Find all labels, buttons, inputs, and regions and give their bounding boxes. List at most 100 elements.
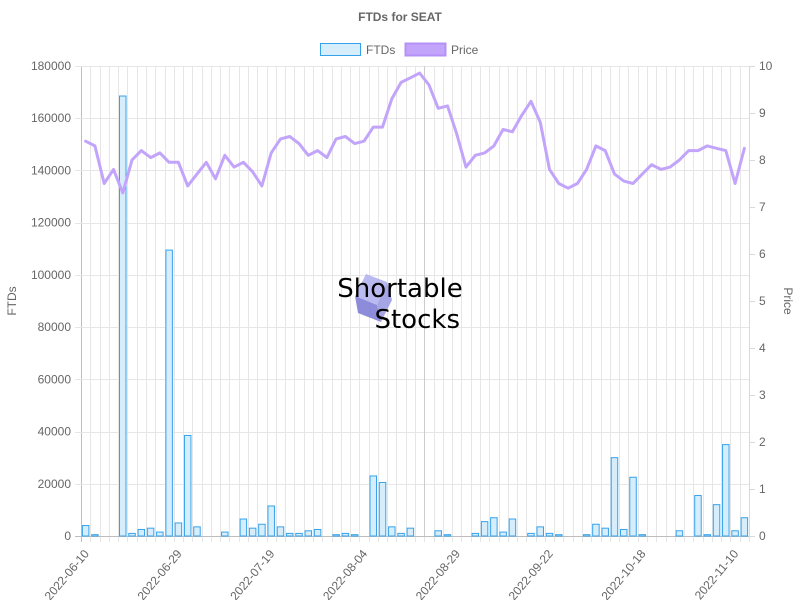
legend-item-price[interactable]: Price [404,42,479,57]
x-axis-ticks: 2022-06-10 2022-06-29 2022-07-19 2022-08-04… [42,547,742,600]
legend-swatch-price [404,42,447,57]
ftd-bar [137,528,146,537]
y-axis-right-tick-label: 5 [759,294,766,308]
ftd-bar [480,521,489,537]
ftd-bar [712,504,721,537]
ftd-bar [555,534,563,537]
ftd-bar [369,475,377,537]
legend: FTDs Price [320,42,479,57]
ftd-bar [332,534,340,537]
ftd-bar [731,530,739,537]
x-axis-tick-label: 2022-07-19 [227,547,277,600]
ftd-bar [313,528,322,537]
y-axis-right-title: Price [781,287,795,315]
y-axis-left-title: FTDs [5,286,19,315]
ftd-bar [499,531,507,537]
ftd-bar [703,534,711,537]
ftd-bar [276,526,285,537]
ftd-bar [406,527,415,537]
y-axis-left-ticks: 0 20000 40000 60000 80000 100000 120000 140000 1… [31,59,71,543]
ftd-bar [258,523,266,537]
ftd-bar [434,530,442,537]
ftd-bar [397,532,405,537]
legend-label-ftds: FTDs [366,43,395,57]
y-axis-right-tick-label: 1 [759,482,766,496]
price-line [84,71,746,195]
ftd-bar [239,518,248,537]
legend-swatch-ftds [320,43,361,56]
ftd-bar [675,530,684,537]
x-axis-tick-label: 2022-08-29 [413,547,463,600]
ftd-bar [295,532,303,537]
x-axis-tick-label: 2022-11-10 [692,547,742,600]
ftd-bar [119,95,127,537]
ftd-bar [81,525,90,537]
ftd-bar [165,249,173,537]
ftd-bar [174,522,183,537]
ftd-bar [183,434,192,537]
y-axis-right-tick-label: 6 [759,247,766,261]
y-axis-right-tick-label: 4 [759,341,766,355]
ftd-bar [508,518,517,537]
watermark: Shortable Stocks [337,274,463,335]
ftd-bar [722,444,730,537]
ftd-bar [740,517,749,537]
x-axis-tick-label: 2022-06-29 [135,547,185,600]
y-axis-right-ticks: 0 1 2 3 4 5 6 7 8 9 10 [749,59,773,543]
ftd-bar [592,523,600,537]
ftd-bar [286,532,294,537]
watermark-line2: Stocks [374,305,460,335]
chart-title: FTDs for SEAT [358,10,442,24]
x-axis-tick-label: 2022-09-22 [506,547,556,600]
ftd-bar [638,534,647,537]
ftd-bar [304,530,313,537]
ftd-bar [629,476,637,537]
ftd-bar [378,481,387,537]
ftd-bar [443,534,452,537]
y-axis-right-tick-label: 7 [759,200,766,214]
ftd-bar [601,527,609,537]
ftd-bar [388,526,396,537]
ftd-bar [248,527,257,537]
ftd-bar [146,527,155,537]
ftd-bar [545,532,554,537]
ftd-bar [610,457,619,537]
legend-item-ftds[interactable]: FTDs [320,43,396,57]
y-axis-right-tick-label: 3 [759,388,766,402]
ftd-bar [156,531,164,537]
y-axis-right-tick-label: 8 [759,153,766,167]
y-axis-left-tick-label: 20000 [38,477,72,491]
ftd-bar [582,534,591,537]
y-axis-right-tick-label: 10 [759,59,773,73]
y-axis-left-tick-label: 160000 [31,111,71,125]
ftd-bar [694,495,702,537]
ftd-bar [267,505,275,537]
x-axis-tick-label: 2022-10-18 [598,547,648,600]
ftd-bar [221,531,229,537]
y-axis-right-tick-label: 0 [759,529,766,543]
watermark-cube-icon [355,274,392,322]
y-axis-right-tick-label: 9 [759,106,766,120]
legend-label-price: Price [451,43,479,57]
ftd-bar [536,526,544,537]
y-axis-right-tick-label: 2 [759,435,766,449]
ftd-bar [341,532,350,537]
y-axis-left-tick-label: 40000 [38,425,72,439]
y-axis-left-tick-label: 120000 [31,216,71,230]
ftd-bar [91,534,99,537]
y-axis-left-tick-label: 180000 [31,59,71,73]
grid [75,66,750,542]
ftd-bar [350,534,359,537]
price-series [84,71,746,195]
ftd-bar [193,526,201,537]
y-axis-left-tick-label: 140000 [31,163,71,177]
ftd-bar [527,532,535,537]
x-axis-tick-label: 2022-08-04 [320,547,370,600]
y-axis-left-tick-label: 0 [64,529,71,543]
ftd-bar [490,517,498,537]
ftd-bar [620,528,628,537]
x-axis-tick-label: 2022-06-10 [42,547,92,600]
watermark-line1: Shortable [337,274,462,304]
y-axis-left-tick-label: 80000 [38,320,72,334]
